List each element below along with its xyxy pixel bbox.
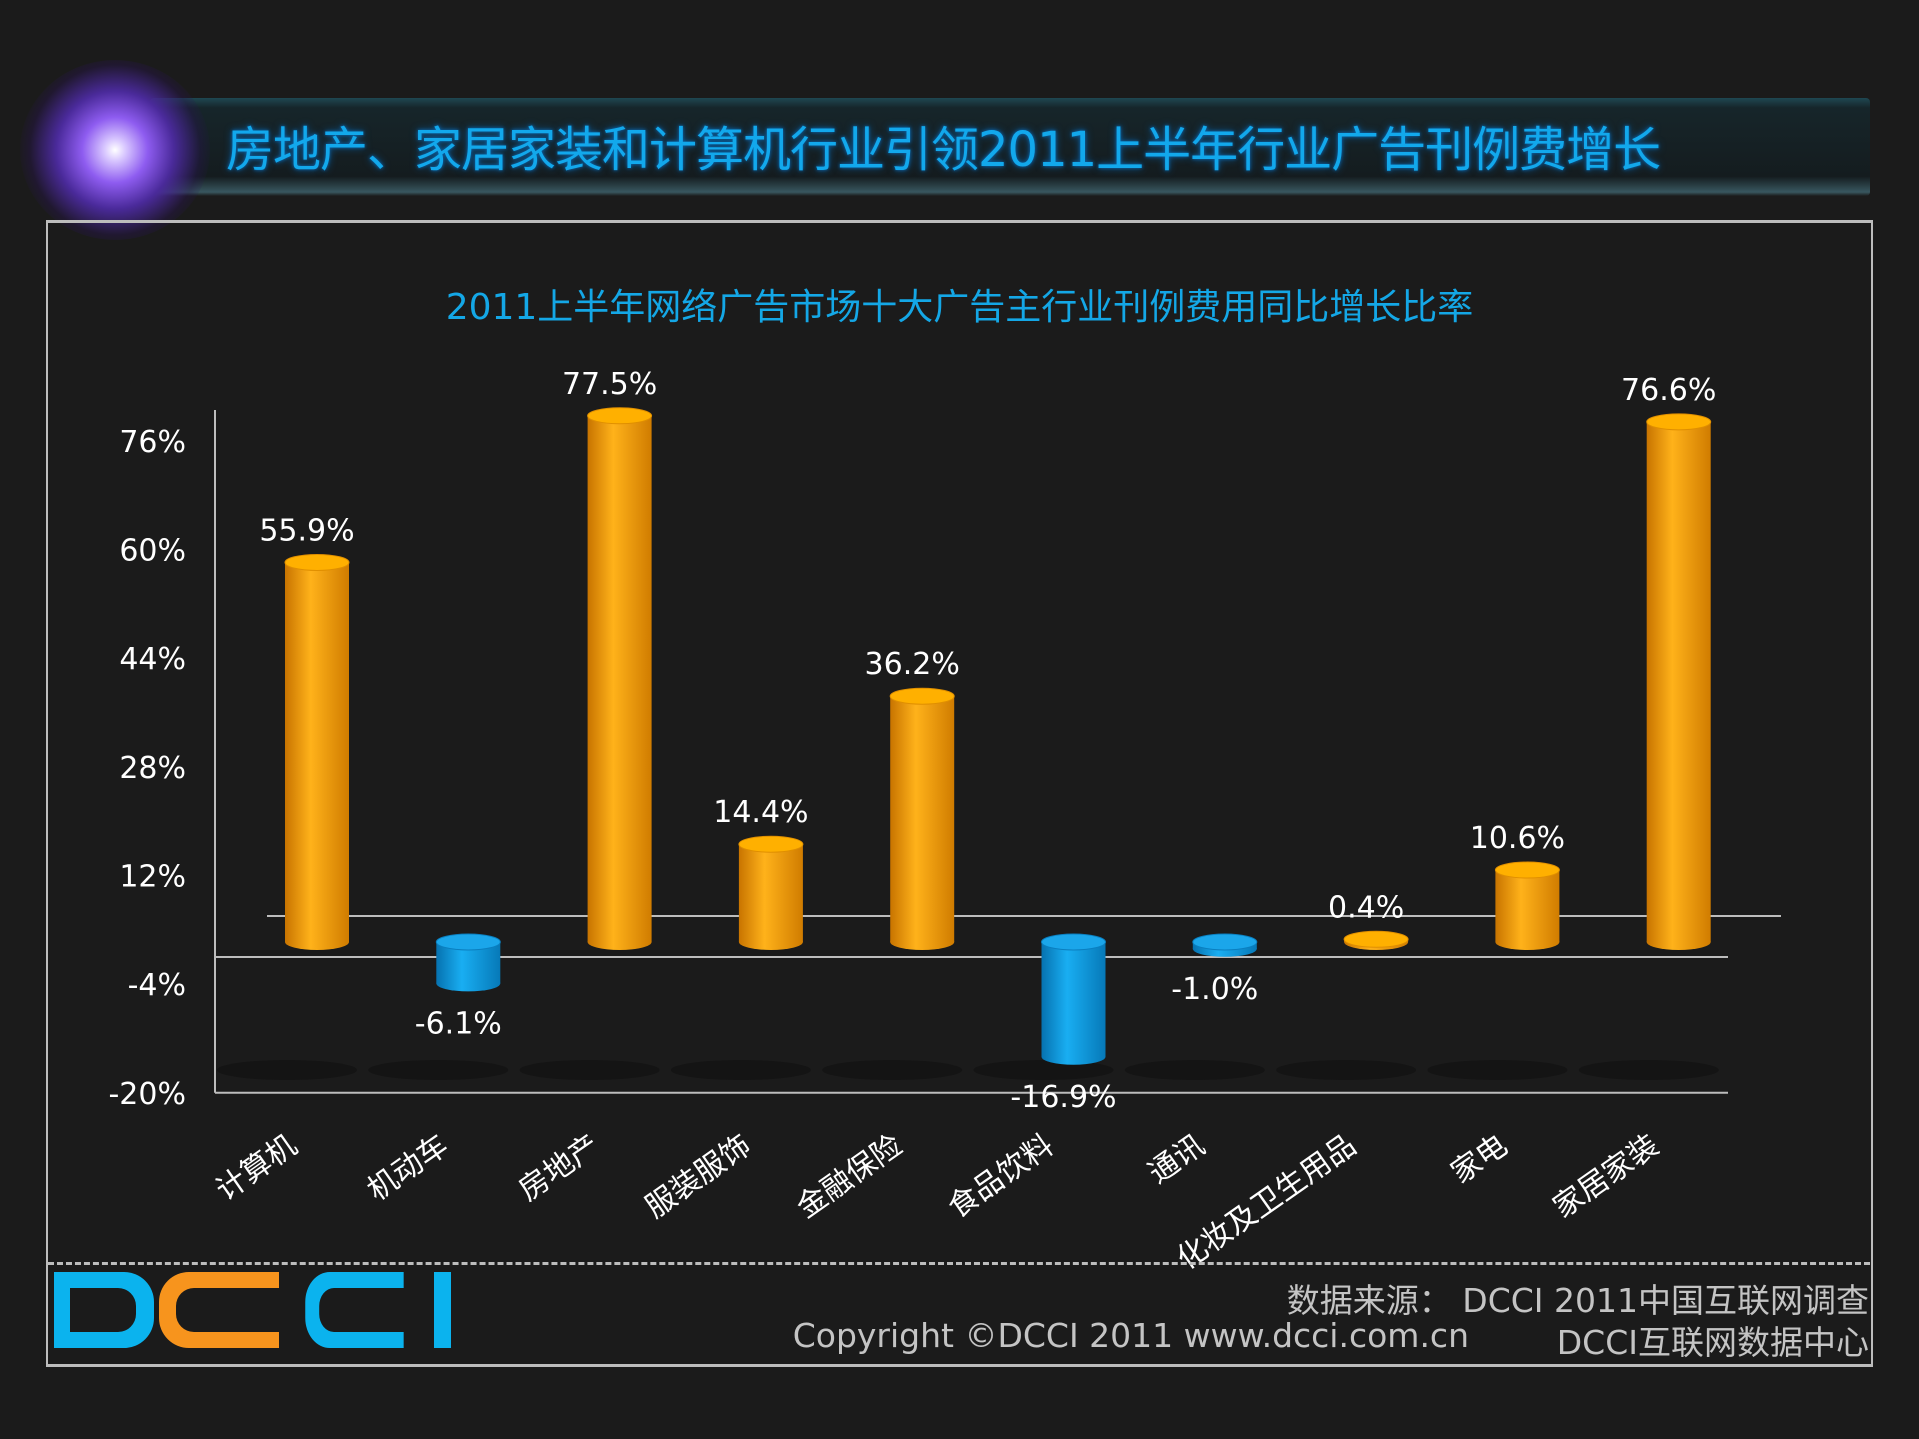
- data-label: 77.5%: [562, 367, 657, 402]
- bar-body: [285, 562, 349, 942]
- bar-top: [435, 933, 501, 951]
- data-label: 14.4%: [713, 795, 808, 830]
- y-tick-label: 60%: [119, 534, 186, 569]
- chart-frame: [46, 220, 1873, 1367]
- starburst-decoration: [20, 60, 210, 240]
- bar-shadow: [1124, 1060, 1265, 1080]
- bar-shadow: [1578, 1060, 1719, 1080]
- data-label: -1.0%: [1171, 972, 1258, 1007]
- bar-bottom: [436, 975, 501, 992]
- bar-bottom: [1646, 934, 1711, 950]
- x-tick-label: 机动车: [361, 1128, 455, 1208]
- bar-shadow: [1427, 1060, 1568, 1080]
- bar-top: [889, 687, 955, 705]
- data-label: 0.4%: [1328, 890, 1404, 925]
- bar-top: [284, 553, 350, 571]
- x-tick-label: 金融保险: [790, 1128, 908, 1225]
- bar-bottom: [738, 934, 803, 950]
- bar-shadow: [217, 1060, 357, 1080]
- bar-top: [1192, 933, 1258, 951]
- bar-top: [1494, 861, 1560, 879]
- bar: [587, 407, 653, 950]
- bar-body: [1646, 421, 1711, 942]
- data-label: 10.6%: [1470, 821, 1565, 856]
- bar-bottom: [1495, 934, 1560, 950]
- bar-body: [738, 844, 803, 942]
- data-label: 36.2%: [865, 647, 960, 682]
- x-tick-label: 房地产: [512, 1128, 606, 1208]
- x-tick-label: 家电: [1445, 1128, 1514, 1191]
- bar-shadow: [822, 1060, 963, 1080]
- data-label: -6.1%: [415, 1006, 502, 1041]
- bar: [1041, 933, 1106, 1065]
- bar-bottom: [587, 934, 652, 950]
- y-tick-label: 28%: [119, 751, 186, 786]
- bar-bottom: [890, 934, 955, 950]
- bar-bottom: [285, 934, 349, 950]
- bar-body: [890, 696, 955, 942]
- x-tick-label: 食品饮料: [942, 1128, 1060, 1225]
- chart-title: 2011上半年网络广告市场十大广告主行业刊例费用同比增长比率: [445, 287, 1474, 328]
- title-banner: [150, 98, 1870, 196]
- bar-top: [738, 835, 804, 853]
- footer-divider: [48, 1262, 1870, 1265]
- data-label: -16.9%: [1010, 1080, 1116, 1115]
- data-label: 55.9%: [259, 513, 354, 548]
- bar-top: [587, 407, 653, 425]
- bar-body: [587, 415, 652, 942]
- bar-shadow: [973, 1060, 1114, 1080]
- y-tick-label: -4%: [128, 968, 186, 1003]
- bar-top: [1646, 413, 1712, 431]
- bar-shadow: [670, 1060, 811, 1080]
- bar: [284, 553, 350, 950]
- y-tick-label: 76%: [119, 425, 186, 460]
- bar-bottom: [1041, 1048, 1106, 1065]
- data-source: 数据来源： DCCI 2011中国互联网调查: [1286, 1281, 1869, 1320]
- bar-top: [1041, 933, 1106, 951]
- bar-body: [1495, 870, 1560, 942]
- y-tick-label: -20%: [108, 1077, 186, 1112]
- bar: [1494, 861, 1560, 950]
- bar-shadow: [368, 1060, 509, 1080]
- x-tick-label: 计算机: [210, 1128, 304, 1208]
- bar-top: [1343, 930, 1409, 948]
- y-tick-label: 12%: [119, 860, 186, 895]
- bar: [889, 687, 955, 950]
- x-tick-label: 家居家装: [1547, 1128, 1665, 1225]
- bar: [738, 835, 804, 950]
- bar: [1343, 930, 1409, 950]
- bar: [1192, 933, 1258, 957]
- bar-shadow: [1276, 1060, 1417, 1080]
- page-title: 房地产、家居家装和计算机行业引领2011上半年行业广告刊例费增长: [226, 122, 1661, 178]
- organization: DCCI互联网数据中心: [1556, 1323, 1869, 1362]
- bar-body: [1041, 942, 1106, 1057]
- bar: [1646, 413, 1712, 950]
- y-tick-label: 44%: [119, 642, 186, 677]
- x-tick-label: 服装服饰: [639, 1128, 757, 1225]
- bar-shadow: [519, 1060, 660, 1080]
- copyright: Copyright ©DCCI 2011 www.dcci.com.cn: [792, 1316, 1469, 1355]
- data-label: 76.6%: [1621, 373, 1716, 408]
- dcci-logo: [54, 1272, 451, 1348]
- bar: [435, 933, 501, 992]
- x-tick-label: 通讯: [1142, 1128, 1211, 1191]
